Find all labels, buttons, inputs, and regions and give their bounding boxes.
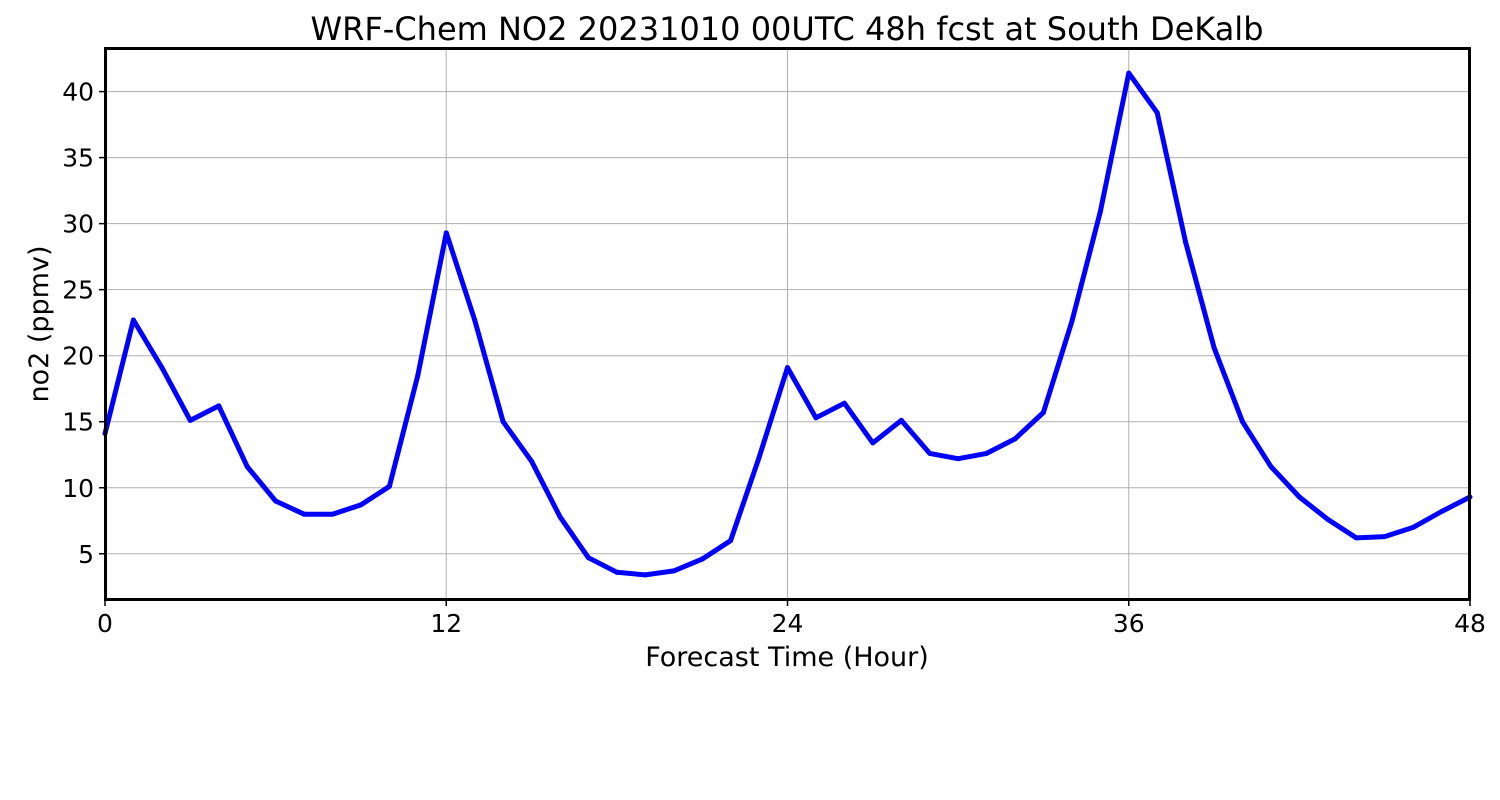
y-tick-label: 40 bbox=[62, 78, 94, 107]
no2-data-point bbox=[1183, 239, 1189, 245]
no2-data-point bbox=[585, 555, 591, 561]
no2-data-point bbox=[1126, 70, 1132, 76]
series-layer bbox=[102, 70, 1473, 578]
no2-data-point bbox=[1353, 535, 1359, 541]
no2-data-point bbox=[1439, 509, 1445, 514]
no2-data-point bbox=[301, 511, 307, 517]
no2-data-point bbox=[1211, 345, 1217, 351]
y-tick-label: 15 bbox=[62, 408, 94, 437]
no2-data-point bbox=[1325, 516, 1331, 522]
no2-data-point bbox=[130, 317, 136, 323]
no2-data-point bbox=[984, 450, 990, 456]
no2-data-point bbox=[955, 456, 961, 462]
x-tick-label: 48 bbox=[1454, 609, 1486, 638]
no2-data-point bbox=[1012, 436, 1018, 442]
no2-data-point bbox=[841, 400, 847, 406]
no2-data-point bbox=[1382, 534, 1388, 540]
no2-data-point bbox=[443, 230, 449, 236]
no2-data-point bbox=[898, 417, 904, 423]
no2-data-point bbox=[614, 569, 620, 575]
no2-data-point bbox=[728, 538, 734, 544]
y-tick-label: 35 bbox=[62, 144, 94, 173]
no2-data-point bbox=[1296, 494, 1302, 500]
no2-data-point bbox=[557, 514, 563, 520]
chart-title: WRF-Chem NO2 20231010 00UTC 48h fcst at … bbox=[311, 10, 1264, 48]
no2-data-point bbox=[273, 498, 279, 504]
x-tick-label: 0 bbox=[97, 609, 113, 638]
no2-data-point bbox=[386, 483, 392, 489]
no2-data-point bbox=[813, 415, 819, 421]
no2-data-point bbox=[671, 568, 677, 574]
y-tick-label: 5 bbox=[78, 540, 94, 569]
no2-data-point bbox=[216, 403, 222, 409]
no2-data-point bbox=[472, 317, 478, 323]
no2-data-point bbox=[500, 419, 506, 425]
ticks bbox=[99, 90, 1471, 606]
x-tick-label: 24 bbox=[772, 609, 804, 638]
grid bbox=[105, 48, 1470, 600]
no2-data-point bbox=[870, 440, 876, 446]
no2-data-point bbox=[1154, 110, 1160, 116]
y-tick-label: 25 bbox=[62, 276, 94, 305]
x-tick-label: 36 bbox=[1113, 609, 1145, 638]
y-axis-label: no2 (ppmv) bbox=[24, 245, 55, 402]
no2-data-point bbox=[529, 458, 535, 464]
no2-data-point bbox=[415, 373, 421, 378]
y-tick-label: 30 bbox=[62, 210, 94, 239]
no2-data-point bbox=[1240, 419, 1245, 425]
no2-data-point bbox=[1097, 209, 1103, 215]
no2-data-point bbox=[785, 365, 790, 371]
no2-data-point bbox=[330, 511, 335, 517]
no2-data-point bbox=[1268, 464, 1274, 470]
no2-data-point bbox=[699, 556, 705, 562]
no2-data-point bbox=[159, 365, 165, 371]
no2-data-point bbox=[642, 572, 648, 578]
y-tick-label: 20 bbox=[62, 342, 94, 371]
no2-data-point bbox=[244, 464, 250, 470]
no2-data-point bbox=[1069, 318, 1075, 324]
no2-data-point bbox=[927, 450, 933, 456]
no2-data-point bbox=[187, 417, 193, 423]
no2-data-point bbox=[1040, 410, 1046, 415]
y-tick-label: 10 bbox=[62, 474, 94, 503]
x-axis-label: Forecast Time (Hour) bbox=[645, 642, 929, 673]
no2-data-point bbox=[1410, 524, 1416, 530]
tick-labels: 0 12 24 36 48 5 10 15 20 25 30 35 40 bbox=[62, 78, 1486, 638]
x-tick-label: 12 bbox=[430, 609, 462, 638]
no2-data-point bbox=[756, 454, 762, 460]
plot-frame bbox=[104, 47, 1471, 601]
no2-data-point bbox=[358, 502, 364, 508]
